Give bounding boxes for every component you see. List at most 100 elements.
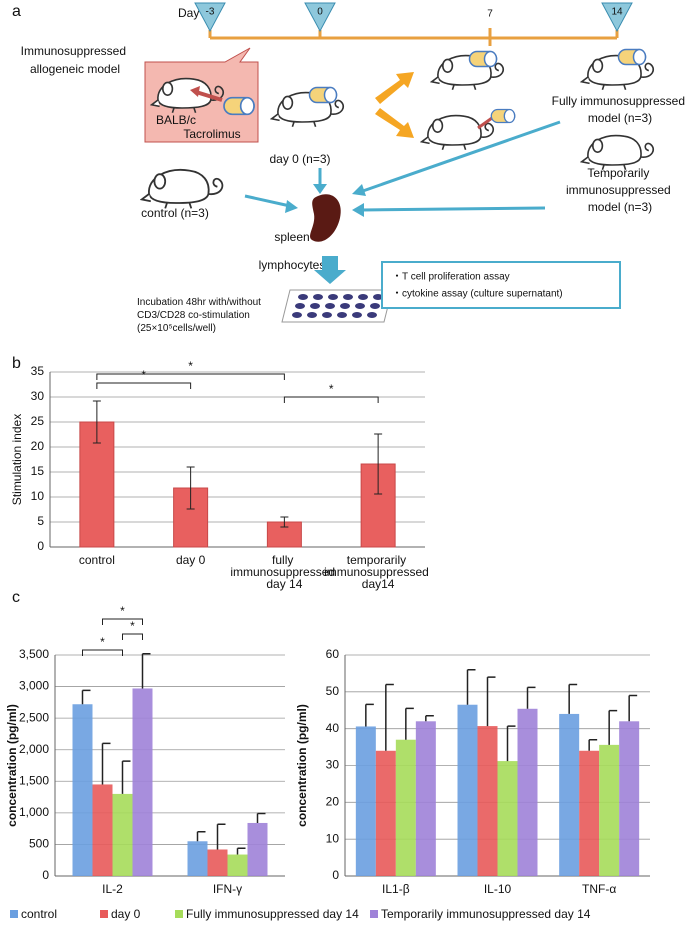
y-tick-label: 0 <box>42 868 49 882</box>
timeline-label: Day <box>178 6 199 20</box>
y-axis-label: Stimulation index <box>10 414 24 505</box>
x-tick-label: IL-2 <box>102 882 123 896</box>
x-tick-label: temporarily immunosuppressed day14 <box>324 553 432 591</box>
bar <box>559 713 580 876</box>
bar <box>517 708 538 876</box>
significance-label: * <box>188 359 193 373</box>
error-bar <box>101 742 111 785</box>
assay: ・T cell proliferation assay <box>392 272 510 283</box>
bar <box>395 739 416 876</box>
bar <box>579 750 600 876</box>
panel-label: c <box>12 589 20 606</box>
arrow <box>195 90 223 102</box>
significance-bracket <box>82 649 123 656</box>
arrow <box>314 256 346 284</box>
significance-bracket <box>96 373 285 380</box>
y-tick-label: 3,000 <box>19 679 49 693</box>
error-bar <box>216 823 226 850</box>
error-bar <box>374 433 383 495</box>
error-bar <box>506 725 516 762</box>
x-tick-label: fully immunosuppressed day 14 <box>230 553 338 591</box>
capsule <box>468 50 498 68</box>
significance-label: * <box>329 382 334 396</box>
error-bar <box>236 847 246 855</box>
bar <box>375 750 396 876</box>
bar <box>72 704 93 876</box>
lymphocytes-label: lymphocytes <box>259 258 326 272</box>
legend-swatch <box>370 910 378 918</box>
day-label: -3 <box>206 7 215 18</box>
x-tick-label: IL-10 <box>484 882 512 896</box>
error-bar <box>486 676 496 727</box>
y-tick-label: 10 <box>326 831 340 845</box>
y-tick-label: 10 <box>31 489 45 503</box>
legend-swatch <box>175 910 183 918</box>
y-tick-label: 5 <box>37 514 44 528</box>
panel-label: b <box>12 355 21 372</box>
bar <box>619 721 640 876</box>
bar <box>247 822 268 876</box>
bar <box>187 841 208 876</box>
significance-label: * <box>100 635 105 649</box>
x-tick-label: day 0 <box>176 553 206 567</box>
day-label: 0 <box>317 7 323 18</box>
bar <box>227 854 248 876</box>
drug: Tacrolimus <box>183 127 240 141</box>
y-tick-label: 1,000 <box>19 805 49 819</box>
y-tick-label: 3,500 <box>19 647 49 661</box>
bar <box>477 726 498 876</box>
error-bar <box>425 715 434 722</box>
error-bar <box>466 668 476 705</box>
y-axis-label: concentration (pg/ml) <box>295 704 309 827</box>
legend-label: Fully immunosuppressed day 14 <box>186 907 359 921</box>
y-tick-label: 30 <box>326 758 340 772</box>
x-tick-label: IFN-γ <box>213 882 242 896</box>
capsule <box>308 86 338 104</box>
y-tick-label: 20 <box>326 795 340 809</box>
bar <box>92 784 113 876</box>
mouse <box>580 134 655 171</box>
well-plate <box>281 289 393 323</box>
bar <box>497 761 518 876</box>
bar <box>207 849 228 876</box>
significance-bracket <box>122 633 143 640</box>
error-bar <box>280 516 289 528</box>
day-label: 7 <box>487 9 493 20</box>
group-label: control (n=3) <box>141 206 209 220</box>
y-tick-label: 25 <box>31 414 45 428</box>
y-tick-label: 50 <box>326 684 340 698</box>
legend-label: control <box>21 907 57 921</box>
day-marker <box>601 2 633 33</box>
day-label: 14 <box>611 7 623 18</box>
mouse <box>140 169 224 210</box>
group-label: Fully immunosuppressed model (n=3) <box>552 94 685 125</box>
bar <box>599 744 620 876</box>
legend-swatch <box>100 910 108 918</box>
panel-label: a <box>12 3 21 20</box>
incubation: Incubation 48hr with/without CD3/CD28 co… <box>137 297 264 334</box>
bar <box>132 688 153 876</box>
assay: ・cytokine assay (culture supernatant) <box>392 289 563 300</box>
error-bar <box>405 707 414 740</box>
spleen-label: spleen <box>274 230 309 244</box>
y-tick-label: 500 <box>29 837 49 851</box>
strain: BALB/c <box>156 113 196 127</box>
y-tick-label: 0 <box>332 868 339 882</box>
error-bar <box>628 694 638 722</box>
y-tick-label: 2,500 <box>19 710 49 724</box>
bar <box>355 726 376 876</box>
y-tick-label: 15 <box>31 464 45 478</box>
error-bar <box>121 760 131 794</box>
error-bar <box>526 686 536 709</box>
error-bar <box>141 652 151 689</box>
x-tick-label: IL1-β <box>382 882 410 896</box>
y-tick-label: 2,000 <box>19 742 49 756</box>
y-tick-label: 30 <box>31 389 45 403</box>
spleen <box>310 194 341 242</box>
arrow-head <box>190 86 200 97</box>
y-tick-label: 1,500 <box>19 773 49 787</box>
day-marker <box>194 2 226 33</box>
y-tick-label: 35 <box>31 364 45 378</box>
